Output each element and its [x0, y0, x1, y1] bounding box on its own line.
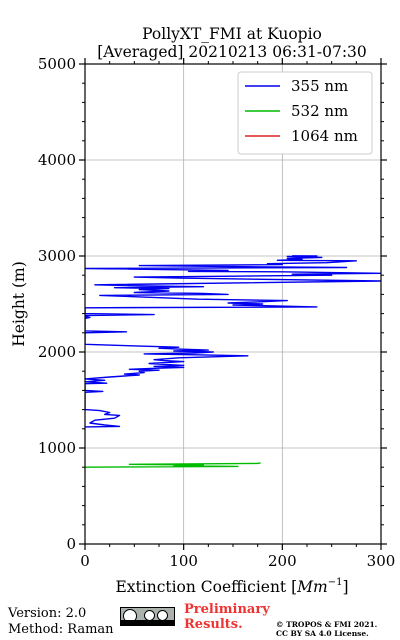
x-tick-label: 300 — [367, 552, 396, 570]
series-line-355-nm — [85, 255, 381, 428]
method-text: Method: Raman — [8, 622, 114, 637]
chart-title: PollyXT_FMI at Kuopio — [142, 25, 322, 43]
legend-label: 355 nm — [291, 77, 348, 95]
y-tick-label: 4000 — [38, 151, 76, 169]
series-layer — [85, 255, 381, 468]
preliminary-label: Preliminary — [184, 602, 270, 617]
legend: 355 nm 532 nm 1064 nm — [237, 71, 373, 155]
y-tick-label: 3000 — [38, 247, 76, 265]
version-text: Version: 2.0 — [8, 606, 87, 621]
x-tick-label: 0 — [80, 552, 90, 570]
chart: PollyXT_FMI at Kuopio [Averaged] 2021021… — [10, 25, 396, 596]
chart-subtitle: [Averaged] 20210213 06:31-07:30 — [97, 43, 367, 61]
license-text: CC BY SA 4.0 License. — [276, 629, 369, 638]
cc-by-sa-license-icon — [120, 607, 175, 626]
legend-label: 1064 nm — [291, 127, 358, 145]
copyright-text: © TROPOS & FMI 2021. — [276, 620, 378, 629]
series-line-532-nm — [85, 462, 261, 468]
y-tick-label: 0 — [66, 535, 76, 553]
legend-box — [237, 71, 373, 155]
y-tick-label: 2000 — [38, 343, 76, 361]
x-tick-label: 200 — [268, 552, 297, 570]
y-tick-label: 1000 — [38, 439, 76, 457]
x-tick-label: 100 — [169, 552, 198, 570]
y-axis-label: Height (m) — [10, 261, 28, 347]
y-tick-label: 5000 — [38, 55, 76, 73]
x-axis-label: Extinction Coefficient [Mm−1] — [115, 577, 348, 596]
legend-label: 532 nm — [291, 102, 348, 120]
preliminary-results-label: Results. — [184, 617, 243, 632]
